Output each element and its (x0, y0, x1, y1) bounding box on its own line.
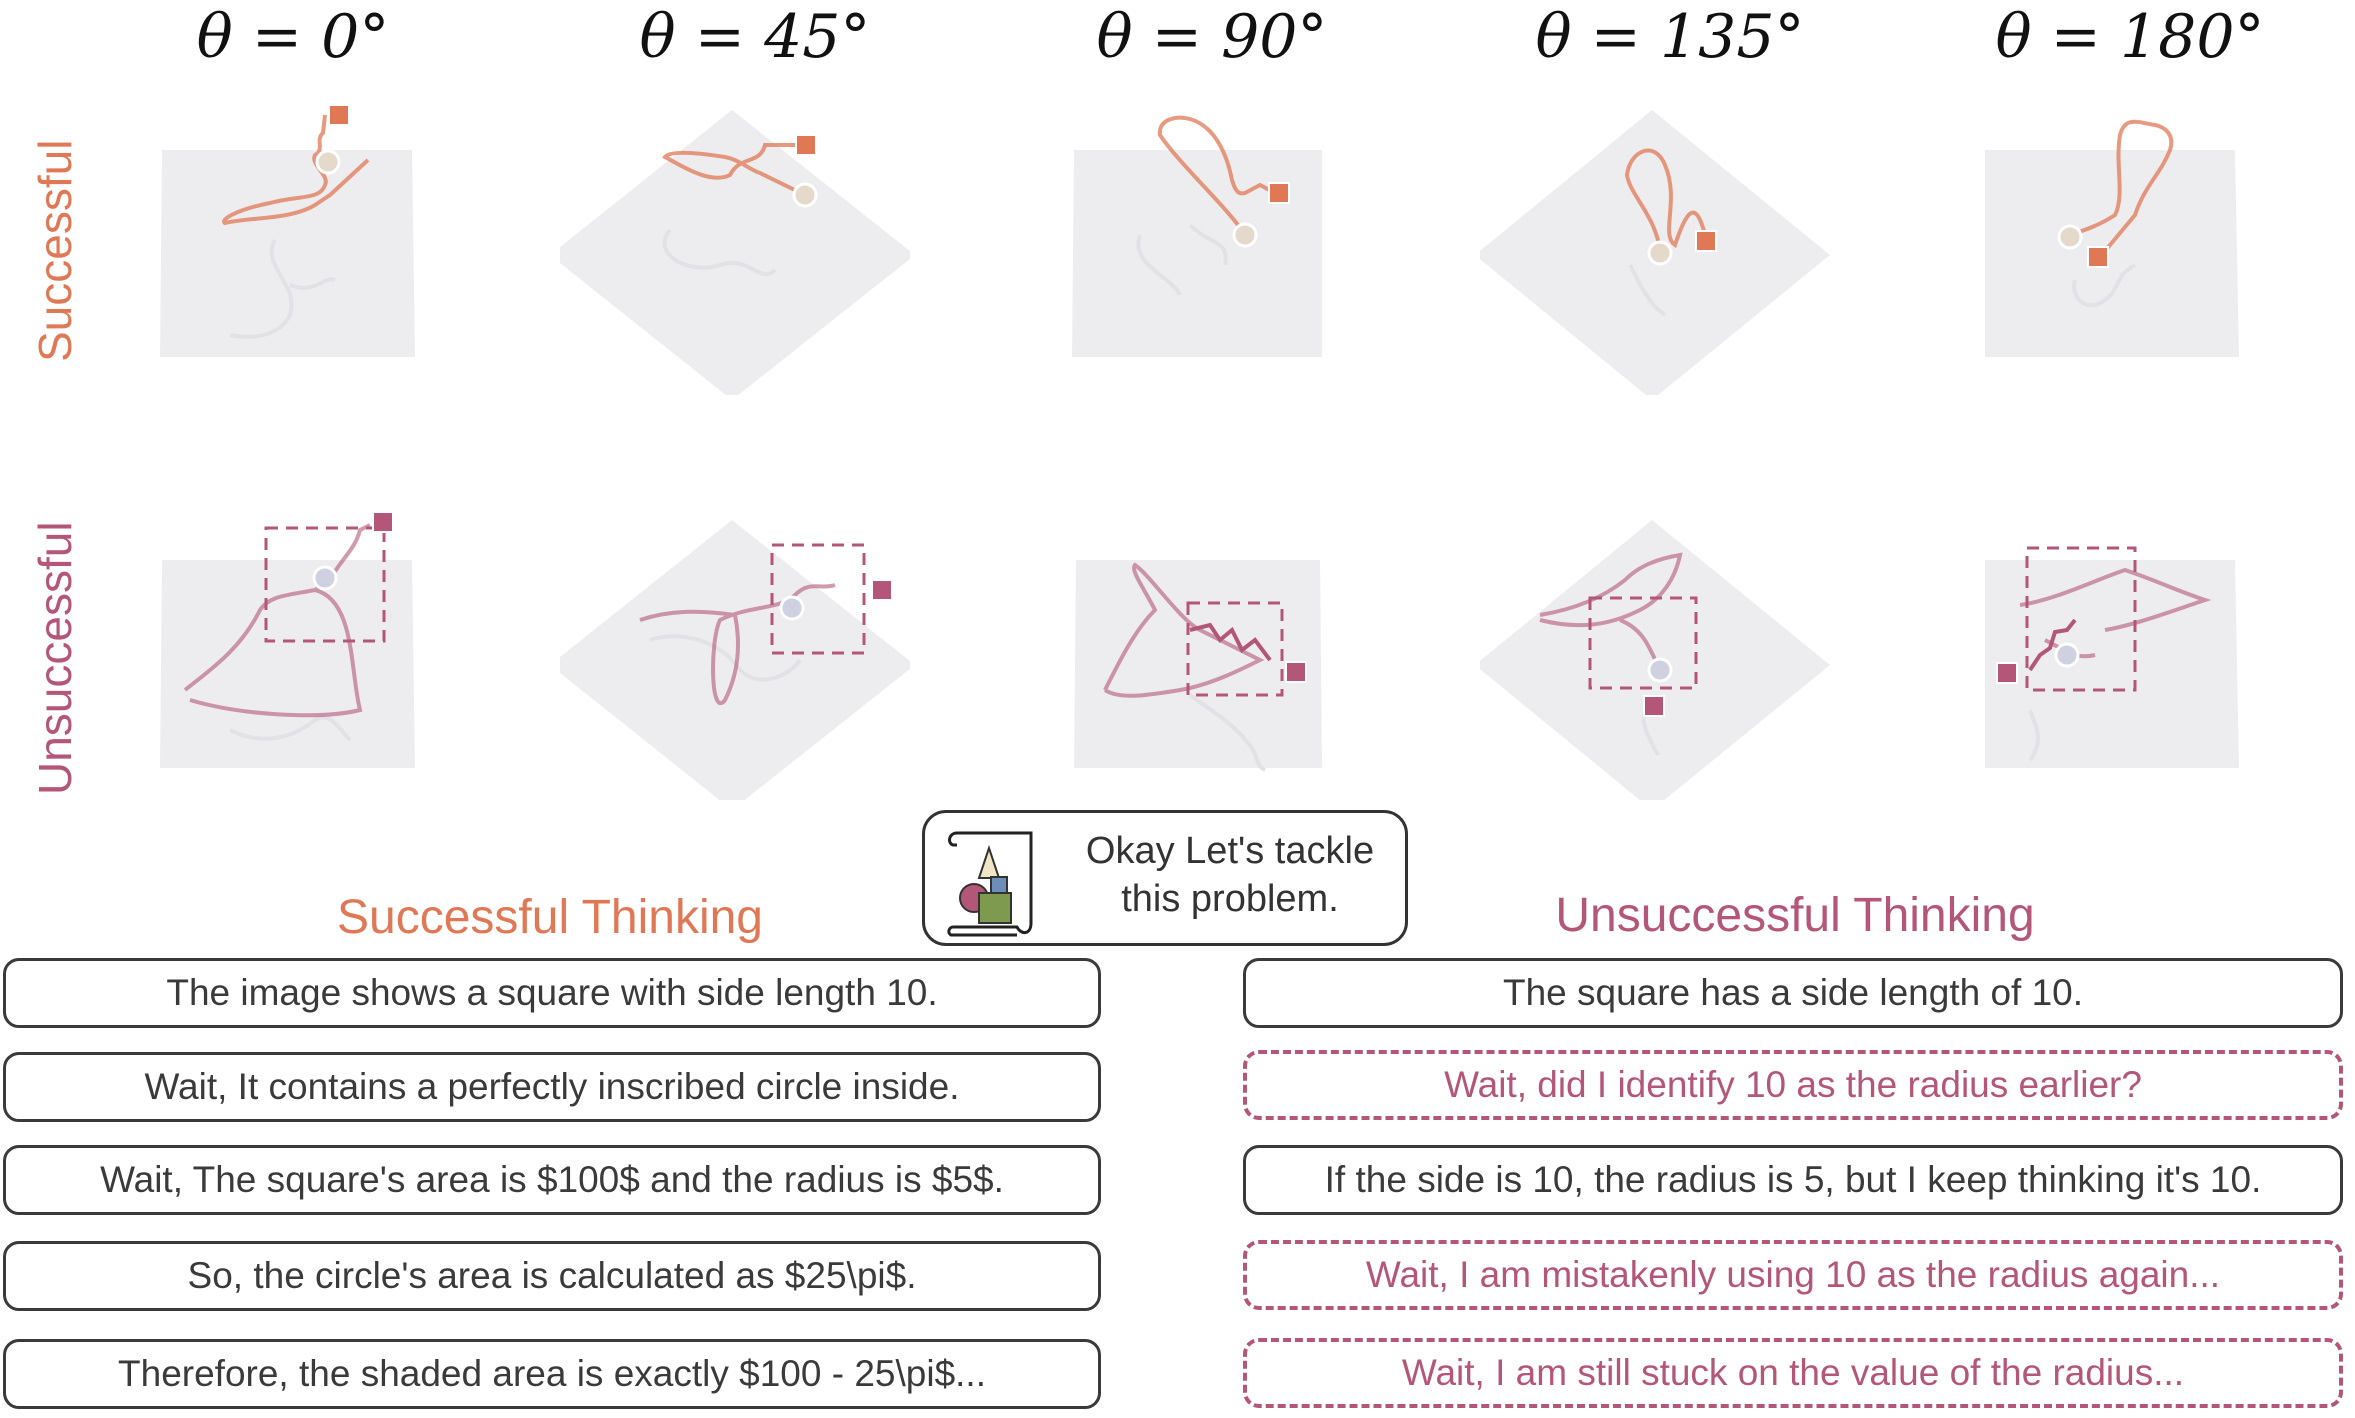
end-point (1268, 182, 1290, 204)
angle-label-45: θ = 45° (639, 2, 871, 72)
plot-successful-90 (1072, 115, 1322, 357)
successful-step-4: So, the circle's area is calculated as $… (3, 1241, 1101, 1311)
end-point (372, 511, 394, 533)
start-point (2054, 642, 2080, 668)
plane (160, 560, 415, 768)
plane (1985, 150, 2239, 357)
trajectory (1624, 148, 1710, 251)
angle-label-135: θ = 135° (1535, 2, 1805, 72)
highlight-box (264, 526, 386, 643)
start-point (312, 565, 338, 591)
scroll-with-shapes-icon (947, 831, 1033, 937)
plot-unsuccessful-180 (1985, 546, 2239, 768)
end-point (871, 579, 893, 601)
row-label-unsuccessful: Unsuccessful (29, 521, 81, 795)
trajectory (639, 583, 836, 706)
bubble-text: Okay Let's tackle this problem. (1065, 827, 1395, 923)
trajectory (1157, 115, 1276, 237)
plane (560, 110, 910, 395)
trajectory (222, 114, 370, 225)
end-point (795, 134, 817, 156)
plane (1074, 560, 1322, 768)
successful-step-1: The image shows a square with side lengt… (3, 958, 1101, 1028)
start-point (1647, 240, 1673, 266)
end-point (1996, 662, 2018, 684)
angle-label-0: θ = 0° (196, 2, 390, 72)
row-label-successful: Successful (29, 139, 81, 362)
plot-successful-45 (560, 110, 910, 395)
plot-successful-0 (160, 104, 415, 357)
trajectory (1103, 562, 1265, 698)
unsuccessful-step-1: The square has a side length of 10. (1243, 958, 2343, 1028)
end-point (1643, 695, 1665, 717)
unsuccessful-step-3: If the side is 10, the radius is 5, but … (1243, 1145, 2343, 1215)
plot-successful-180 (1985, 119, 2239, 357)
start-point (1647, 657, 1673, 683)
start-point (315, 149, 341, 175)
end-point (2087, 246, 2109, 268)
unsuccessful-step-5: Wait, I am still stuck on the value of t… (1243, 1338, 2343, 1408)
end-point (1695, 230, 1717, 252)
start-point (2057, 224, 2083, 250)
highlight-box (2025, 546, 2137, 692)
successful-thinking-heading: Successful Thinking (337, 891, 763, 944)
plot-unsuccessful-0 (160, 511, 415, 768)
start-point (792, 182, 818, 208)
unsuccessful-step-4: Wait, I am mistakenly using 10 as the ra… (1243, 1240, 2343, 1310)
end-point (328, 104, 350, 126)
trajectory (662, 143, 806, 197)
successful-step-3: Wait, The square's area is $100$ and the… (3, 1145, 1101, 1215)
plot-unsuccessful-135 (1480, 520, 1830, 800)
angle-label-90: θ = 90° (1096, 2, 1328, 72)
plot-unsuccessful-90 (1074, 560, 1322, 772)
trajectory (2069, 119, 2174, 259)
start-point (1232, 222, 1258, 248)
bubble-line-1: Okay Let's tackle (1085, 830, 1375, 872)
thinking-bubble: Okay Let's tackle this problem. (922, 810, 1408, 946)
highlight-box (1588, 596, 1698, 690)
plot-unsuccessful-45 (560, 520, 910, 800)
angle-label-180: θ = 180° (1995, 2, 2265, 72)
successful-step-5: Therefore, the shaded area is exactly $1… (3, 1339, 1101, 1409)
successful-step-2: Wait, It contains a perfectly inscribed … (3, 1052, 1101, 1122)
unsuccessful-step-2: Wait, did I identify 10 as the radius ea… (1243, 1050, 2343, 1120)
end-point (1285, 661, 1307, 683)
highlight-box (1186, 601, 1284, 697)
plane (1985, 560, 2239, 768)
plot-successful-135 (1480, 110, 1830, 395)
plane (1072, 150, 1322, 357)
plane (160, 150, 415, 357)
highlight-box (770, 543, 866, 655)
plane (560, 520, 910, 800)
bubble-line-2: this problem. (1121, 878, 1339, 920)
start-point (779, 595, 805, 621)
unsuccessful-thinking-heading: Unsuccessful Thinking (1555, 889, 2035, 942)
